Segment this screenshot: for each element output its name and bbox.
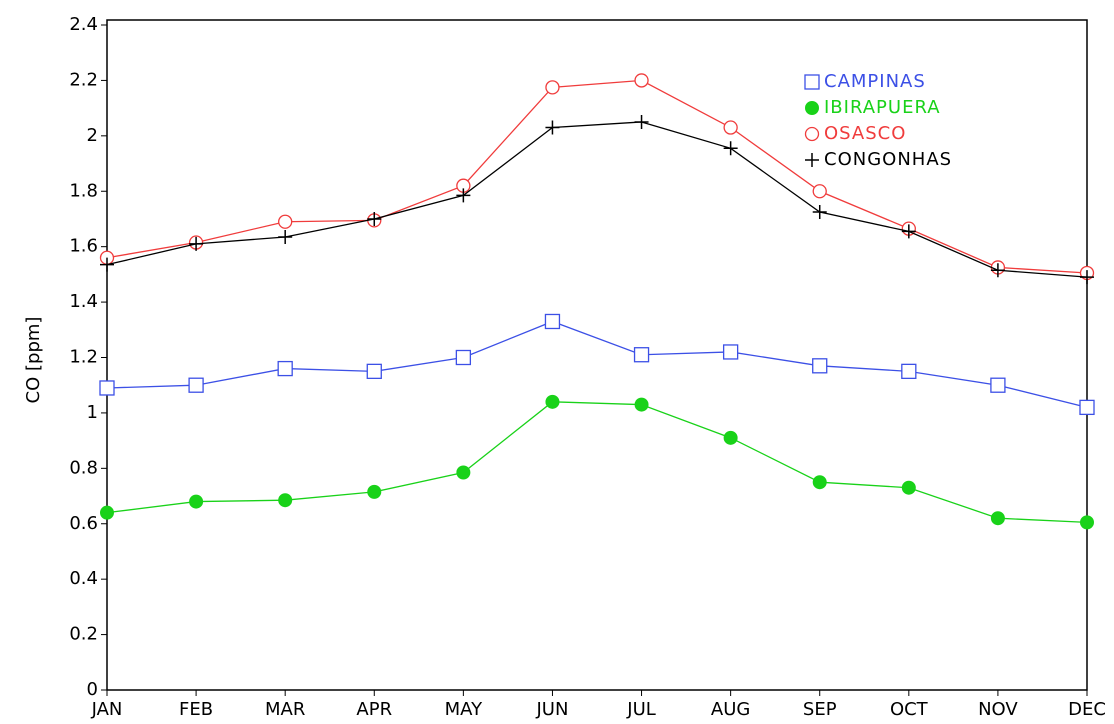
plot-frame bbox=[106, 19, 1088, 691]
point bbox=[188, 377, 204, 393]
x-tick-label: MAR bbox=[265, 699, 305, 720]
legend-label: IBIRAPUERA bbox=[824, 97, 941, 118]
series-line bbox=[106, 79, 1088, 274]
point bbox=[990, 511, 1005, 526]
y-axis-label: CO [ppm] bbox=[23, 317, 44, 404]
point bbox=[812, 205, 827, 220]
y-tick-label: 0.2 bbox=[69, 624, 98, 645]
point bbox=[812, 475, 827, 490]
point bbox=[189, 236, 204, 251]
point bbox=[545, 120, 560, 135]
point bbox=[634, 73, 649, 88]
legend-label: OSASCO bbox=[824, 123, 906, 144]
y-tick-label: 1.2 bbox=[69, 347, 98, 368]
y-tick-label: 0 bbox=[87, 679, 98, 700]
point bbox=[634, 397, 649, 412]
point bbox=[722, 344, 739, 360]
y-tick-label: 1.6 bbox=[69, 236, 98, 257]
y-tick-label: 2.4 bbox=[69, 14, 98, 35]
point bbox=[634, 114, 649, 129]
y-tick-label: 2.2 bbox=[69, 69, 98, 90]
y-tick-label: 2 bbox=[87, 125, 98, 146]
point bbox=[456, 188, 471, 203]
y-tick-label: 0.4 bbox=[69, 568, 98, 589]
point bbox=[100, 505, 114, 520]
series-line bbox=[106, 320, 1088, 409]
legend-label: CONGONHAS bbox=[824, 149, 952, 170]
point bbox=[366, 363, 382, 380]
point bbox=[545, 394, 560, 409]
point bbox=[455, 349, 472, 366]
x-tick-label: SEP bbox=[803, 699, 837, 720]
x-tick-label: FEB bbox=[179, 699, 213, 720]
x-tick-label: JUL bbox=[626, 699, 656, 720]
x-tick-label: APR bbox=[356, 699, 392, 720]
x-tick-label: MAY bbox=[445, 699, 483, 720]
point bbox=[189, 494, 204, 509]
legend-marker bbox=[805, 153, 819, 167]
point bbox=[723, 120, 738, 135]
legend-marker bbox=[804, 126, 820, 142]
point bbox=[901, 480, 916, 495]
point bbox=[723, 430, 738, 445]
point bbox=[723, 141, 738, 156]
point bbox=[278, 214, 293, 229]
point bbox=[633, 347, 650, 363]
point bbox=[367, 211, 382, 226]
point bbox=[456, 465, 471, 480]
point bbox=[1080, 270, 1094, 285]
x-tick-label: JUN bbox=[535, 699, 568, 720]
y-tick-label: 0.8 bbox=[69, 457, 98, 478]
x-tick-label: NOV bbox=[978, 699, 1018, 720]
point bbox=[812, 184, 827, 199]
y-tick-label: 1.4 bbox=[69, 291, 98, 312]
point bbox=[99, 380, 115, 396]
x-tick-label: DEC bbox=[1068, 699, 1106, 720]
series-line bbox=[106, 401, 1088, 524]
point bbox=[277, 360, 293, 377]
point bbox=[1079, 399, 1095, 416]
y-tick-label: 1.8 bbox=[69, 180, 98, 201]
point bbox=[544, 313, 561, 330]
x-tick-label: AUG bbox=[711, 699, 750, 720]
point bbox=[990, 263, 1005, 278]
y-tick-label: 1 bbox=[87, 402, 98, 423]
point bbox=[901, 224, 916, 239]
y-tick-label: 0.6 bbox=[69, 513, 98, 534]
legend-marker bbox=[805, 101, 819, 115]
point bbox=[1080, 515, 1094, 530]
point bbox=[812, 358, 828, 374]
point bbox=[278, 229, 293, 244]
point bbox=[278, 493, 293, 508]
point bbox=[545, 80, 560, 95]
point bbox=[990, 377, 1006, 393]
legend-marker bbox=[804, 74, 820, 90]
x-tick-label: JAN bbox=[91, 699, 123, 720]
series-line bbox=[106, 121, 1088, 278]
point bbox=[901, 363, 917, 380]
point bbox=[367, 484, 382, 499]
x-tick-label: OCT bbox=[890, 699, 929, 720]
point bbox=[100, 257, 114, 272]
legend-label: CAMPINAS bbox=[824, 71, 926, 92]
